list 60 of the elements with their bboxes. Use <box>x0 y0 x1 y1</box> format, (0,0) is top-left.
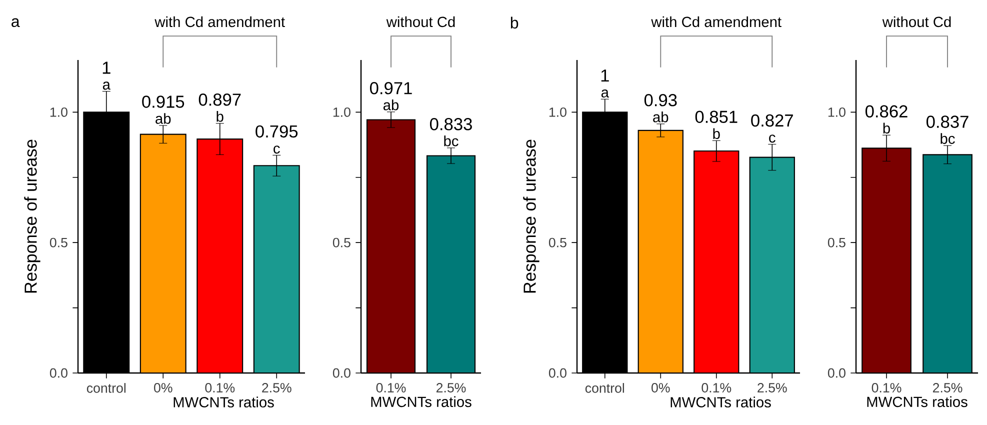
annotation: a <box>601 89 609 98</box>
annotation: b <box>713 128 720 139</box>
x-tick-label: 0.1% <box>376 383 406 392</box>
data-label: 1 <box>601 70 609 82</box>
data-label: 0.827 <box>751 114 793 127</box>
annotation: ab <box>383 100 399 110</box>
data-label: 0.971 <box>370 82 412 94</box>
annotation: ab <box>653 112 668 122</box>
x-tick-label: 2.5% <box>758 383 787 392</box>
annotation: b <box>216 111 224 122</box>
y-tick-label: 0.0 <box>828 368 846 378</box>
x-tick-label: 0% <box>652 383 670 392</box>
text: with Cd amendment <box>651 16 782 28</box>
y-axis-title: Response of urease <box>24 140 40 293</box>
annotation: bc <box>444 136 458 146</box>
annotation: b <box>883 122 890 134</box>
data-label: 0.93 <box>644 94 677 106</box>
y-tick-label: 0.0 <box>548 368 566 378</box>
y-tick-label: 0.5 <box>50 238 68 248</box>
x-axis-title: MWCNTs ratios <box>174 396 274 408</box>
data-label: 1 <box>102 62 110 74</box>
text: with Cd amendment <box>154 16 285 28</box>
y-tick-label: 0.5 <box>828 238 846 248</box>
y-tick-label: 1.0 <box>828 107 846 117</box>
text: without Cd <box>882 16 951 28</box>
data-label: 0.837 <box>926 116 968 128</box>
x-axis-title: MWCNTs ratios <box>867 396 968 408</box>
data-label: 0.851 <box>695 110 738 123</box>
data-label: 0.833 <box>430 118 472 130</box>
chart-title: b <box>510 16 518 29</box>
x-tick-label: 0.1% <box>205 383 235 392</box>
x-tick-label: 2.5% <box>932 383 962 392</box>
x-tick-label: control <box>86 383 126 393</box>
data-label: 0.795 <box>256 125 298 138</box>
annotation: c <box>274 146 280 154</box>
x-tick-label: 2.5% <box>262 383 292 392</box>
annotation: bc <box>940 133 955 144</box>
text: without Cd <box>386 16 455 28</box>
annotation: a <box>102 82 110 90</box>
x-tick-label: control <box>585 383 624 393</box>
x-axis-title: MWCNTs ratios <box>670 396 771 408</box>
x-tick-label: 0.1% <box>702 383 732 392</box>
x-tick-label: 2.5% <box>436 383 466 392</box>
y-tick-label: 0.0 <box>50 368 68 378</box>
y-tick-label: 1.0 <box>333 107 350 117</box>
y-tick-label: 1.0 <box>50 107 68 117</box>
annotation: ab <box>156 113 171 124</box>
x-axis-title: MWCNTs ratios <box>371 396 472 408</box>
y-axis-title: Response of urease <box>523 140 540 293</box>
y-tick-label: 0.0 <box>332 368 350 378</box>
y-tick-label: 1.0 <box>549 107 566 117</box>
chart-title: a <box>12 18 20 28</box>
x-tick-label: 0.1% <box>872 383 902 392</box>
data-label: 0.915 <box>142 96 184 108</box>
y-tick-label: 0.5 <box>332 238 350 248</box>
annotation: c <box>769 134 776 143</box>
y-tick-label: 0.5 <box>548 238 566 248</box>
data-label: 0.897 <box>198 94 241 106</box>
x-tick-label: 0% <box>154 383 172 392</box>
data-label: 0.862 <box>865 105 908 118</box>
